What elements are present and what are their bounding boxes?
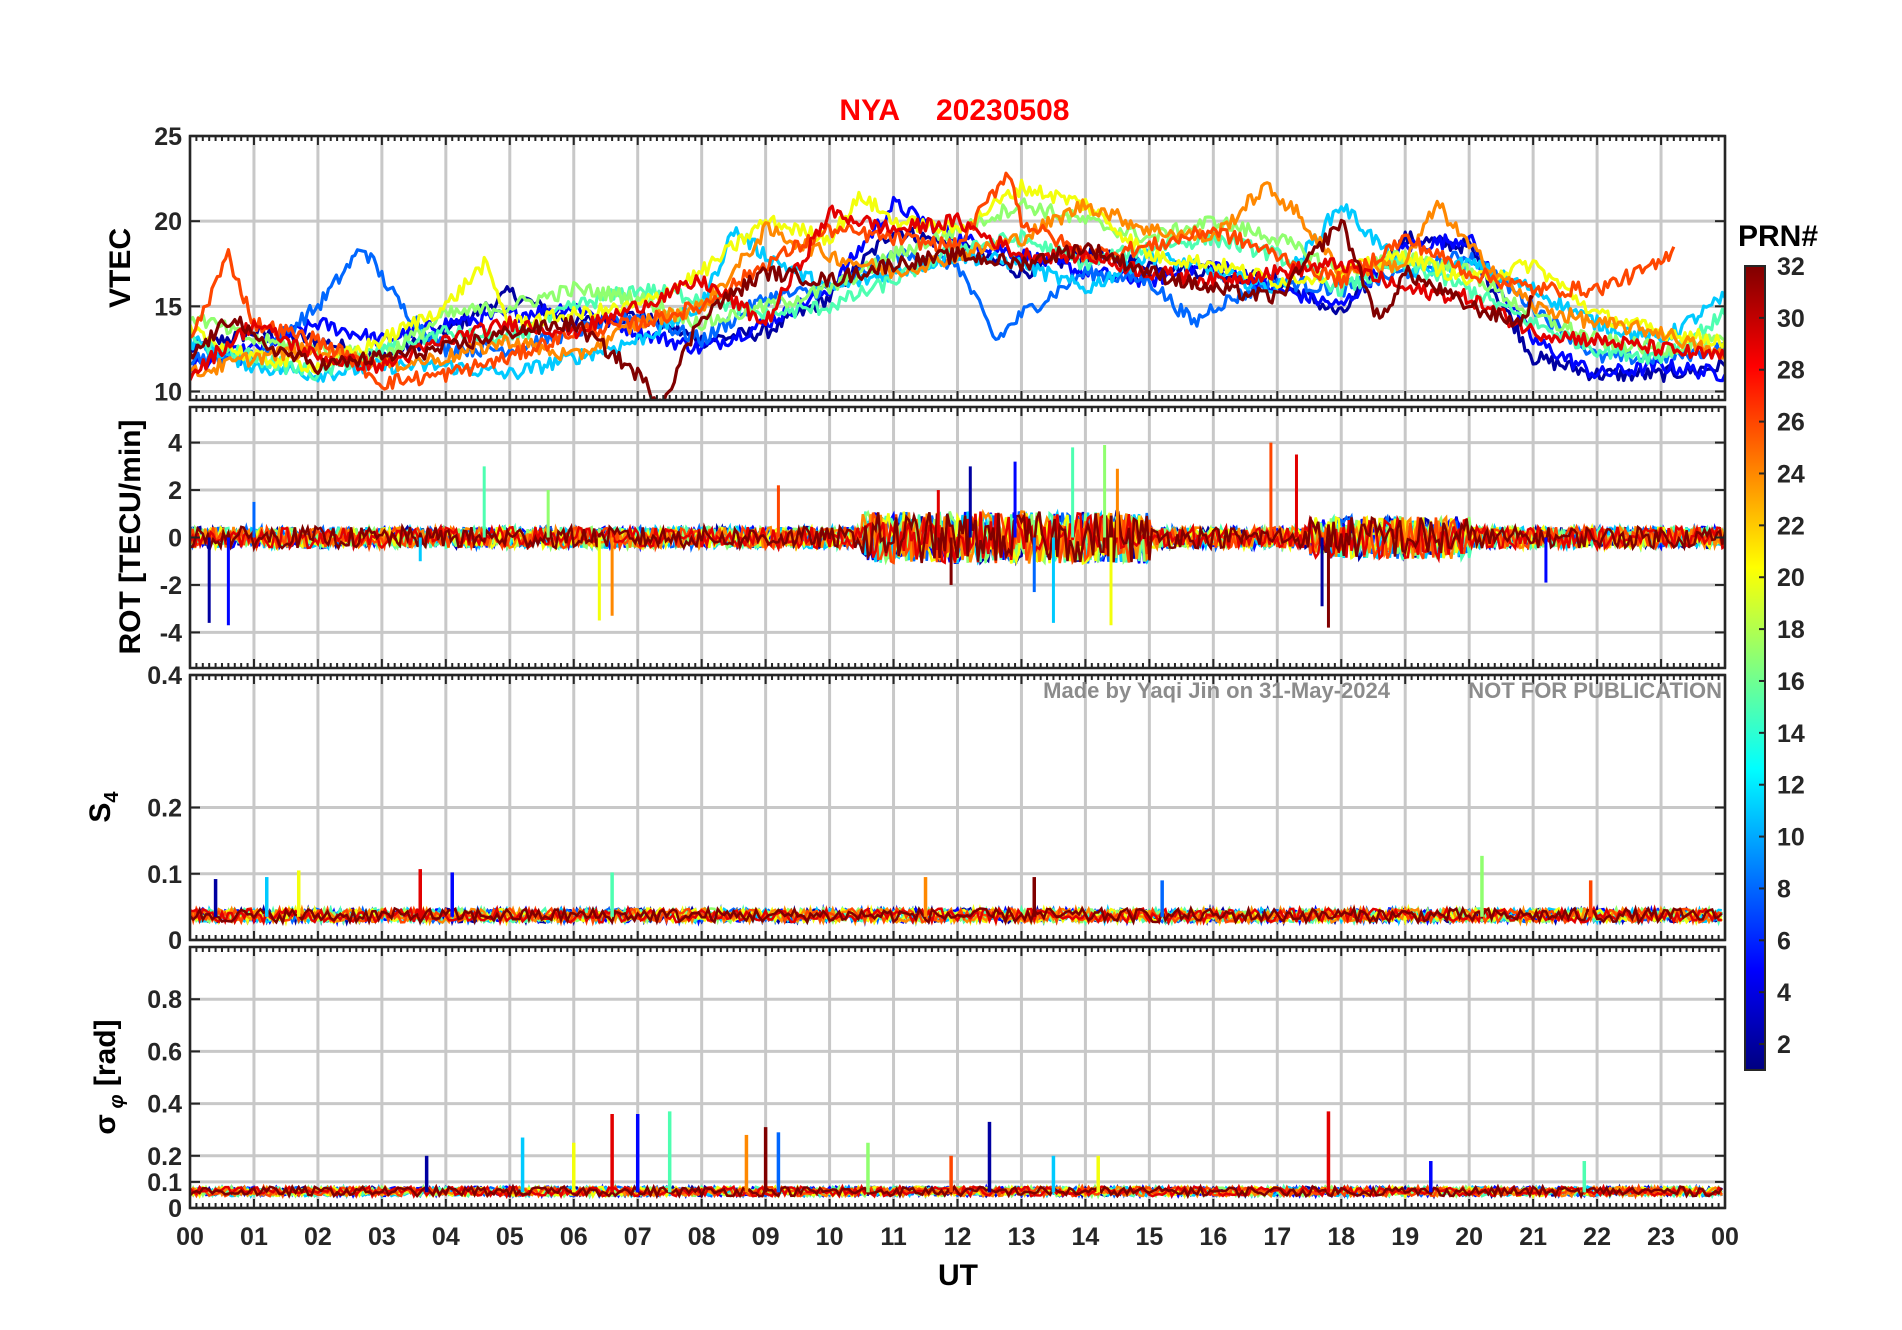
title-date: 20230508 (936, 94, 1069, 127)
colorbar-tick-label: 28 (1777, 357, 1805, 385)
vtec-ytick-label: 20 (154, 208, 182, 236)
vtec-ytick-label: 15 (154, 293, 182, 321)
x-tick-label: 00 (1711, 1223, 1739, 1251)
x-tick-label: 13 (1008, 1223, 1036, 1251)
x-tick-label: 15 (1135, 1223, 1163, 1251)
x-tick-label: 20 (1455, 1223, 1483, 1251)
sigma-ytick-label: 0.1 (147, 1169, 182, 1197)
s4-panel: 0 0.1 0.2 0.4 S4 (84, 662, 1727, 955)
vtec-ticks (189, 135, 1726, 400)
colorbar-gradient (1744, 265, 1766, 1071)
colorbar-tick-label: 30 (1777, 305, 1805, 333)
x-tick-label: 08 (688, 1223, 716, 1251)
x-tick-label: 06 (560, 1223, 588, 1251)
x-tick-label: 14 (1072, 1223, 1100, 1251)
colorbar-tick-label: 14 (1777, 720, 1805, 748)
colorbar-label: PRN# (1738, 220, 1818, 253)
x-axis-label: UT (938, 1259, 978, 1292)
sigma-ylabel: σ φ [rad] (89, 1019, 128, 1134)
sigma-ytick-label: 0.4 (147, 1091, 182, 1119)
sigma-ticks (189, 947, 1726, 1209)
s4-line-prn-32 (190, 904, 1723, 926)
rot-series (190, 442, 1725, 628)
vtec-line-prn-24 (190, 181, 1725, 378)
vtec-line-prn-20 (190, 178, 1725, 375)
x-tick-label: 18 (1327, 1223, 1355, 1251)
sigma-ytick-label: 0.8 (147, 986, 182, 1014)
vtec-ytick-label: 10 (154, 378, 182, 406)
colorbar-tick-label: 16 (1777, 668, 1805, 696)
x-tick-label: 05 (496, 1223, 524, 1251)
sigma-line-prn-32 (190, 1183, 1723, 1200)
x-tick-label: 07 (624, 1223, 652, 1251)
colorbar-tick-label: 4 (1777, 979, 1791, 1007)
watermark-notice: NOT FOR PUBLICATION (1468, 678, 1722, 703)
vtec-ytick-label: 25 (154, 123, 182, 151)
vtec-series (190, 171, 1725, 400)
x-tick-label: 03 (368, 1223, 396, 1251)
vtec-line-prn-26 (190, 171, 1676, 391)
colorbar-tick-label: 12 (1777, 772, 1805, 800)
x-tick-label: 23 (1647, 1223, 1675, 1251)
x-axis: UT 00 01 02 03 04 05 06 07 08 09 10 11 12 13 14 15 16 17 1… (176, 1223, 1739, 1292)
s4-ticks (189, 674, 1726, 941)
colorbar-tick-label: 26 (1777, 409, 1805, 437)
title-station: NYA (839, 94, 900, 127)
figure-title: NYA 20230508 (839, 94, 1069, 127)
sigma-ytick-label: 0.6 (147, 1038, 182, 1066)
x-tick-label: 00 (176, 1223, 204, 1251)
rot-ytick-label: -4 (160, 619, 182, 647)
rot-ytick-label: 2 (168, 477, 182, 505)
x-tick-label: 04 (432, 1223, 460, 1251)
s4-ytick-label: 0.2 (147, 795, 182, 823)
rot-line-prn-32 (190, 510, 1725, 564)
colorbar-tick-label: 20 (1777, 564, 1805, 592)
colorbar-tick-label: 8 (1777, 875, 1791, 903)
x-tick-label: 21 (1519, 1223, 1547, 1251)
s4-ytick-label: 0.1 (147, 861, 182, 889)
rot-panel: -4 -2 0 2 4 ROT [TECU/min] (114, 405, 1727, 670)
vtec-line-prn-29 (190, 204, 1725, 381)
s4-ytick-label: 0 (168, 927, 182, 955)
rot-ytick-label: -2 (160, 572, 182, 600)
colorbar-tick-label: 18 (1777, 616, 1805, 644)
rot-ytick-label: 0 (168, 525, 182, 553)
s4-ylabel: S4 (84, 791, 123, 823)
sigma-ytick-label: 0 (168, 1195, 182, 1223)
rot-ylabel: ROT [TECU/min] (114, 420, 147, 655)
x-tick-label: 17 (1263, 1223, 1291, 1251)
colorbar-tick-label: 22 (1777, 512, 1805, 540)
x-tick-label: 22 (1583, 1223, 1611, 1251)
x-tick-label: 09 (752, 1223, 780, 1251)
vtec-line-prn-32 (190, 218, 1534, 400)
x-tick-label: 11 (880, 1223, 907, 1251)
colorbar-tick-label: 10 (1777, 824, 1805, 852)
s4-ytick-label: 0.4 (147, 662, 182, 690)
x-tick-label: 19 (1391, 1223, 1419, 1251)
rot-ytick-label: 4 (168, 430, 182, 458)
colorbar-tick-label: 6 (1777, 927, 1791, 955)
sigma-series (190, 1111, 1723, 1200)
vtec-ylabel: VTEC (104, 228, 137, 308)
x-tick-label: 02 (304, 1223, 332, 1251)
x-tick-label: 16 (1199, 1223, 1227, 1251)
watermark-author: Made by Yaqi Jin on 31-May-2024 (1043, 678, 1391, 703)
colorbar-tick-label: 24 (1777, 460, 1805, 488)
sigma-grid (188, 947, 1727, 1210)
x-tick-label: 10 (816, 1223, 844, 1251)
x-tick-label: 01 (240, 1223, 268, 1251)
vtec-panel: 10 15 20 25 VTEC (104, 123, 1727, 406)
colorbar-tick-label: 32 (1777, 253, 1805, 281)
sigma-ytick-label: 0.2 (147, 1143, 182, 1171)
x-tick-label: 12 (944, 1223, 972, 1251)
colorbar-tick-label: 2 (1777, 1031, 1791, 1059)
rot-ticks (189, 407, 1726, 668)
sigma-phi-panel: 00.10.2 0.4 0.6 0.8 σ φ [rad] (89, 945, 1727, 1223)
s4-series (190, 855, 1723, 928)
